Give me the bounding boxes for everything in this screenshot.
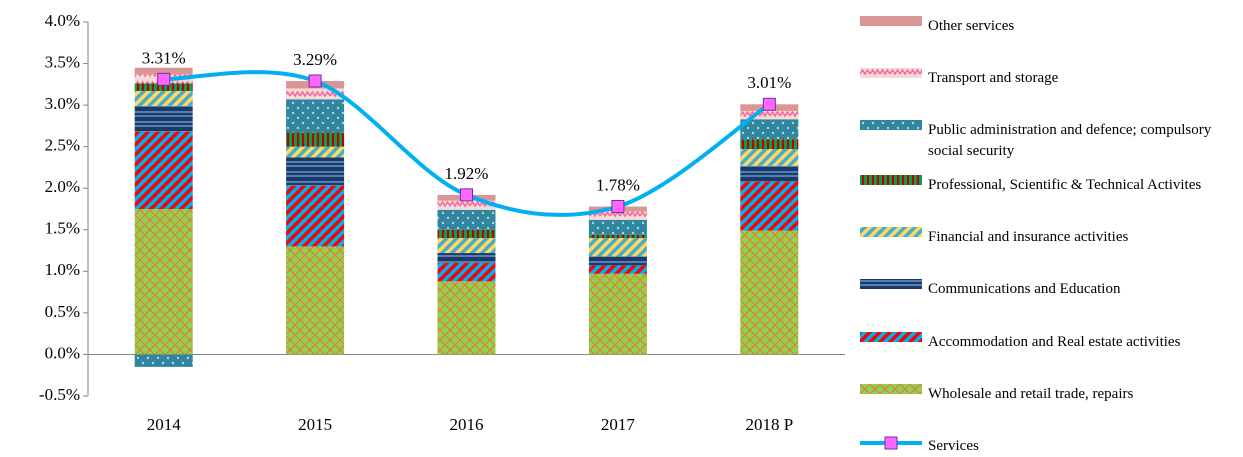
- data-label: 3.29%: [293, 50, 337, 69]
- bar-segment: [286, 146, 345, 158]
- bar-segment: [437, 281, 496, 355]
- legend-label: Professional, Scientific & Technical Act…: [928, 177, 1202, 193]
- bar-segment: [740, 149, 799, 166]
- bar-segment: [588, 265, 647, 274]
- y-tick-label: 1.5%: [45, 219, 80, 238]
- legend-label: Financial and insurance activities: [928, 229, 1129, 245]
- bar-segment: [588, 238, 647, 257]
- bar-segment: [286, 185, 345, 247]
- bar-segment: [588, 234, 647, 239]
- y-tick-label: 4.0%: [45, 11, 80, 30]
- legend-swatch: [860, 120, 922, 135]
- bar-segment: [286, 246, 345, 355]
- bar-segment: [740, 119, 799, 140]
- line-marker: [308, 74, 322, 88]
- bar-segment: [134, 90, 193, 106]
- x-tick-label: 2016: [450, 415, 484, 434]
- bar-segment: [437, 209, 496, 230]
- line-marker: [762, 97, 776, 111]
- bar-segment: [286, 88, 345, 100]
- legend-label: Transport and storage: [928, 70, 1059, 86]
- legend-swatch: [860, 175, 922, 190]
- bar-segment: [437, 200, 496, 210]
- legend-label: Services: [928, 438, 979, 454]
- bar-segment: [588, 273, 647, 355]
- bar-segment: [134, 67, 193, 75]
- bar-segment: [286, 132, 345, 147]
- legend-item: Other services: [860, 16, 1243, 37]
- legend-item: Services: [860, 436, 1243, 457]
- bar-segment: [437, 238, 496, 254]
- data-label: 3.31%: [142, 48, 186, 67]
- legend-swatch: [860, 227, 922, 242]
- legend-swatch: [860, 384, 922, 399]
- data-label: 3.01%: [747, 73, 791, 92]
- bar-segment: [740, 181, 799, 231]
- y-tick-label: 3.0%: [45, 94, 80, 113]
- legend-swatch: [860, 436, 922, 453]
- y-tick-label: 0.5%: [45, 302, 80, 321]
- y-tick-label: 0.0%: [45, 343, 80, 362]
- legend-item: Wholesale and retail trade, repairs: [860, 384, 1243, 405]
- bar-segment: [740, 139, 799, 150]
- bar-segment: [437, 263, 496, 282]
- legend-label: Public administration and defence; compu…: [928, 122, 1212, 159]
- legend-label: Other services: [928, 18, 1015, 34]
- x-tick-label: 2014: [147, 415, 182, 434]
- bar-segment: [134, 131, 193, 209]
- x-tick-label: 2018 P: [745, 415, 793, 434]
- y-tick-label: 3.5%: [45, 52, 80, 71]
- y-tick-label: 1.0%: [45, 260, 80, 279]
- bar-segment: [588, 211, 647, 220]
- bar-segment: [134, 209, 193, 355]
- legend-swatch: [860, 68, 922, 83]
- bar-segment: [740, 110, 799, 120]
- data-label: 1.78%: [596, 175, 640, 194]
- bar-segment: [740, 165, 799, 182]
- legend-item: Accommodation and Real estate activities: [860, 332, 1243, 353]
- bar-segment: [286, 99, 345, 133]
- legend-label: Accommodation and Real estate activities: [928, 334, 1181, 350]
- plot: -0.5% 0.0% 0.5% 1.0% 1.5% 2.0% 2.5% 3.0% 3.5% 4.0…: [39, 11, 845, 434]
- legend-swatch: [860, 16, 922, 31]
- legend-item: Public administration and defence; compu…: [860, 120, 1243, 162]
- y-tick-label: -0.5%: [39, 385, 80, 404]
- bar-segment: [588, 219, 647, 235]
- y-tick-label: 2.5%: [45, 136, 80, 155]
- bar-segment: [134, 83, 193, 91]
- legend-swatch: [860, 332, 922, 347]
- x-tick-label: 2015: [298, 415, 332, 434]
- bar-segment: [286, 157, 345, 186]
- legend-item: Communications and Education: [860, 279, 1243, 300]
- legend-item: Professional, Scientific & Technical Act…: [860, 175, 1243, 196]
- legend-item: Transport and storage: [860, 68, 1243, 89]
- x-tick-label: 2017: [601, 415, 636, 434]
- line-marker: [611, 200, 625, 214]
- bar-segment: [437, 229, 496, 239]
- legend-label: Communications and Education: [928, 281, 1121, 297]
- y-tick-label: 2.0%: [45, 177, 80, 196]
- legend-item: Financial and insurance activities: [860, 227, 1243, 248]
- data-label: 1.92%: [445, 164, 489, 183]
- legend-swatch: [860, 279, 922, 294]
- bar-segment: [437, 253, 496, 264]
- bar-segment: [134, 105, 193, 132]
- bar-segment: [740, 230, 799, 355]
- line-marker: [460, 188, 473, 202]
- line-marker: [157, 72, 171, 86]
- legend-label: Wholesale and retail trade, repairs: [928, 386, 1134, 402]
- bar-segment: [134, 354, 193, 367]
- bar-segment: [588, 256, 647, 266]
